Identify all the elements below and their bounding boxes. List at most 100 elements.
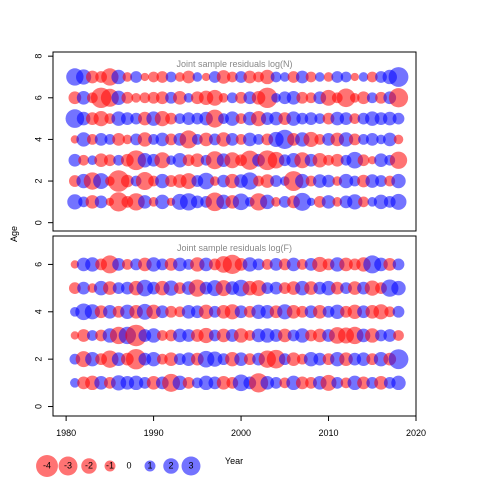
residual-bubble xyxy=(120,174,134,188)
residual-bubble xyxy=(175,72,185,82)
residual-bubble xyxy=(183,92,194,103)
residual-bubble xyxy=(357,376,370,390)
residual-bubble xyxy=(182,112,195,125)
residual-bubble xyxy=(349,92,360,103)
residual-bubble xyxy=(365,133,379,146)
residual-bubble xyxy=(336,88,356,108)
legend-label: -3 xyxy=(64,460,72,470)
residual-bubble xyxy=(330,304,345,319)
residual-bubble xyxy=(286,352,301,366)
residual-bubble xyxy=(305,71,317,83)
residual-bubble xyxy=(93,111,109,127)
residual-bubble xyxy=(286,304,301,319)
residual-bubble xyxy=(103,281,117,295)
residual-bubble xyxy=(347,194,363,210)
residual-bubble xyxy=(224,152,241,169)
residual-bubble xyxy=(70,260,80,269)
residual-bubble xyxy=(314,134,326,145)
residual-bubble xyxy=(70,331,80,340)
residual-bubble xyxy=(373,304,389,320)
residual-bubble xyxy=(286,257,301,272)
residual-bubble xyxy=(348,133,361,146)
residual-bubble xyxy=(295,328,310,343)
residual-bubble xyxy=(296,305,309,318)
residual-bubble xyxy=(148,71,159,83)
residual-bubble xyxy=(206,89,223,106)
residual-bubble xyxy=(94,153,108,168)
residual-bubble xyxy=(93,173,110,190)
residual-bubble xyxy=(197,172,215,190)
residual-bubble xyxy=(313,352,327,366)
residual-bubble xyxy=(164,352,178,366)
residual-bubble xyxy=(312,304,327,319)
residual-bubble xyxy=(375,329,387,342)
size-legend: -4 -3 -2 -1 0 1 2 3 xyxy=(36,455,201,477)
residual-bubble xyxy=(131,92,141,103)
residual-bubble xyxy=(233,328,249,343)
panel-frame xyxy=(52,51,417,232)
residual-bubble xyxy=(182,329,195,342)
residual-bubble xyxy=(156,71,169,83)
residual-bubble xyxy=(271,92,281,103)
residual-bubble xyxy=(330,281,344,295)
residual-bubble xyxy=(383,258,397,271)
residual-bubble xyxy=(216,70,231,84)
residual-bubble xyxy=(349,175,361,187)
residual-bubble xyxy=(78,154,89,166)
y-tick-label: 2 xyxy=(33,357,43,362)
residual-bubble xyxy=(205,109,224,128)
residual-bubble xyxy=(339,257,353,272)
y-axis-title: Age xyxy=(9,226,19,242)
residual-bubble xyxy=(198,304,214,319)
residual-bubble xyxy=(358,72,369,82)
residual-bubble xyxy=(138,195,152,209)
residual-bubble xyxy=(165,305,177,318)
residual-bubble xyxy=(235,91,247,104)
residual-bubble xyxy=(293,192,312,211)
y-tick-label: 6 xyxy=(33,262,43,267)
residual-bubble xyxy=(374,376,388,390)
legend-bubble xyxy=(163,458,179,474)
residual-bubble xyxy=(234,305,248,319)
x-axis-title: Year xyxy=(225,456,243,466)
residual-bubble xyxy=(304,112,318,125)
residual-bubble xyxy=(389,151,408,169)
residual-bubble xyxy=(305,92,317,104)
residual-bubble xyxy=(253,134,264,145)
residual-bubble xyxy=(382,111,397,126)
residual-bubble xyxy=(190,153,205,168)
residual-bubble xyxy=(108,192,129,212)
residual-bubble xyxy=(182,70,195,84)
residual-bubble xyxy=(346,151,364,169)
x-tick-label: 2010 xyxy=(319,428,339,438)
residual-bubble xyxy=(260,69,275,85)
residual-bubble xyxy=(366,71,378,83)
residual-bubble xyxy=(365,174,380,188)
residual-bubble xyxy=(358,196,369,208)
residual-bubble xyxy=(266,349,286,369)
residual-bubble xyxy=(296,259,308,270)
y-tick-label: 4 xyxy=(33,309,43,314)
residual-bubble xyxy=(154,152,171,169)
residual-bubble xyxy=(270,376,282,389)
residual-bubble xyxy=(77,329,90,342)
residual-bubble xyxy=(165,71,177,83)
residual-bubble xyxy=(375,175,387,187)
y-tick-label: 4 xyxy=(33,137,43,142)
residual-bubble xyxy=(270,71,282,83)
legend-bubble xyxy=(81,458,97,474)
legend-bubble xyxy=(144,460,156,472)
x-tick-label: 2020 xyxy=(406,428,426,438)
residual-bubble xyxy=(207,351,223,367)
residual-bubble xyxy=(121,91,134,104)
residual-bubble xyxy=(279,72,290,82)
residual-bubble xyxy=(94,376,108,390)
residual-bubble xyxy=(210,176,220,186)
residual-bubble xyxy=(135,172,154,191)
residual-bubble xyxy=(260,194,275,210)
residual-bubble xyxy=(172,375,188,391)
residual-bubble xyxy=(338,173,354,189)
residual-bubble xyxy=(199,132,213,147)
legend-bubble xyxy=(36,455,58,477)
residual-bubble xyxy=(104,134,116,145)
